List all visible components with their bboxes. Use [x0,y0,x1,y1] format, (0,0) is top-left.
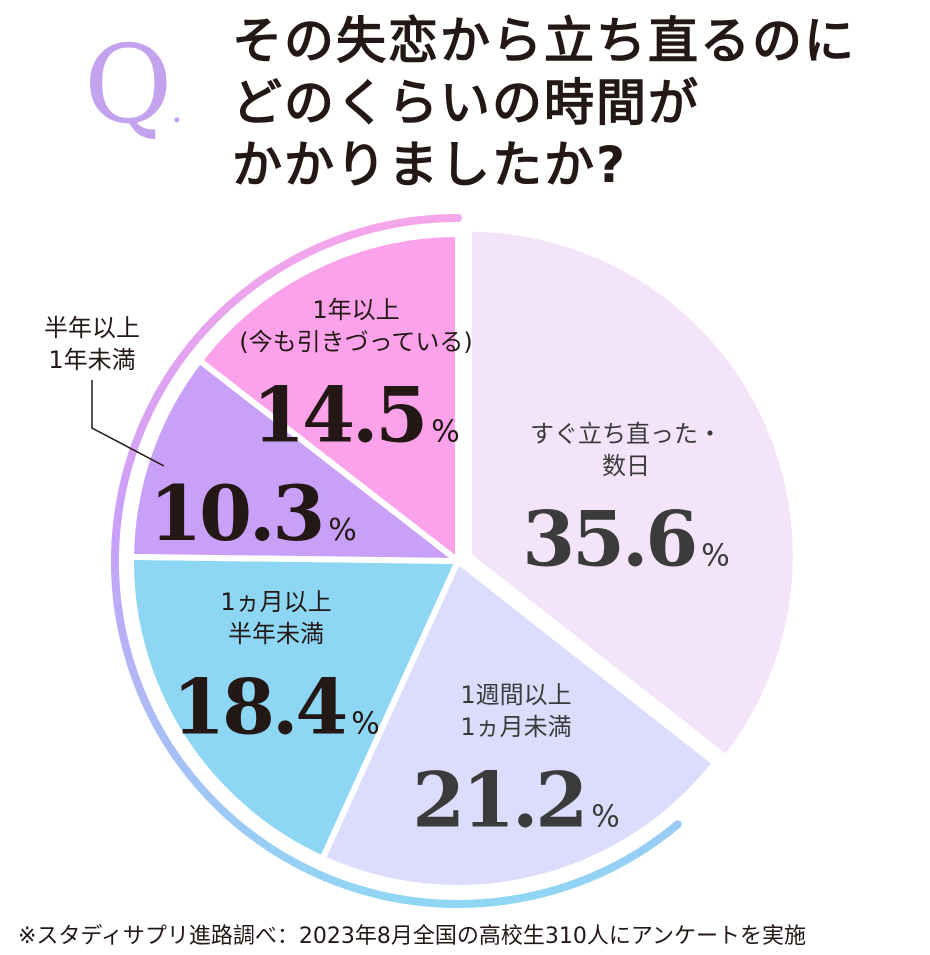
slice-value-number-4: 10.3 [149,469,322,558]
slice-label-1-line-1: すぐ立ち直った・ [530,420,722,448]
question-title: その失恋から立ち直るのに どのくらいの時間が かかりましたか? [232,10,922,196]
slice-value-percent-4: % [328,513,357,548]
slice-label-3-line-2: 半年未満 [228,620,324,648]
slice-label-3-line-1: 1ヵ月以上 [220,588,331,616]
pie-slice-1 [465,225,799,761]
slice-value-2: 21.2% [412,755,620,844]
slice-value-4: 10.3% [149,469,357,558]
leader-line [91,380,165,467]
q-letter: Q [84,23,173,148]
slice-value-number-3: 18.4 [172,662,345,751]
slice-value-percent-2: % [591,799,620,834]
slice-value-3: 18.4% [172,662,380,751]
pie-slice-2 [319,558,719,891]
slice-value-1: 35.6% [522,494,730,583]
pie-slice-3 [128,553,461,862]
slice-label-5-line-1: 1年以上 [312,296,399,324]
pie-outer-ring [111,214,682,908]
question-line-2: どのくらいの時間が [232,74,700,132]
slice-value-number-1: 35.6 [522,494,695,583]
pie-slice-4 [128,357,461,564]
slice-value-percent-5: % [431,414,460,449]
slice-label-5-line-2: (今も引きづっている) [239,328,473,356]
slice-label-2-line-2: 1ヵ月未満 [460,713,571,741]
slice-value-5: 14.5% [252,370,460,459]
slice-value-percent-3: % [351,706,380,741]
q-dot: . [170,86,184,132]
slice-label-4-line-1: 半年以上 [44,314,140,342]
slice-label-4-line-2: 1年未満 [48,346,135,374]
source-note: ※スタディサプリ進路調べ：2023年8月全国の高校生310人にアンケートを実施 [18,924,806,949]
q-mark: Q. [84,32,183,140]
slice-label-2-line-1: 1週間以上 [460,681,571,709]
slice-value-number-2: 21.2 [412,755,585,844]
slice-value-number-5: 14.5 [252,370,425,459]
slice-value-percent-1: % [701,538,730,573]
question-line-3: かかりましたか? [232,136,628,194]
slice-label-1-line-2: 数日 [602,452,650,480]
question-line-1: その失恋から立ち直るのに [232,12,856,70]
pie-slice-5 [196,231,461,564]
